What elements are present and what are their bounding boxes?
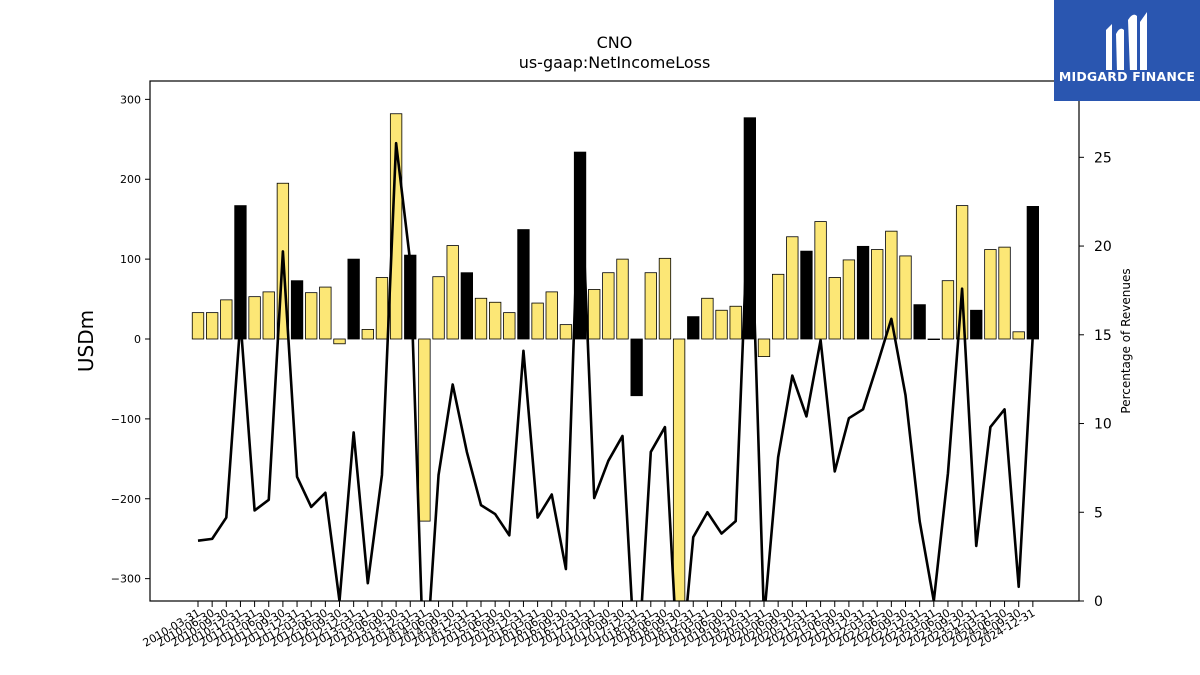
bar xyxy=(772,273,785,340)
bar xyxy=(389,113,403,340)
bar xyxy=(191,312,205,340)
bar xyxy=(290,280,304,340)
left-tick-label: 0 xyxy=(134,333,141,346)
right-tick-label: 0 xyxy=(1094,594,1103,610)
chart-title: CNO xyxy=(596,33,633,52)
bar xyxy=(446,245,459,340)
bar xyxy=(205,312,219,340)
bar xyxy=(503,312,516,340)
y2-axis-label: Percentage of Revenues xyxy=(1119,268,1133,413)
bar xyxy=(644,272,657,340)
bar xyxy=(658,257,672,340)
bar xyxy=(460,272,474,340)
bar xyxy=(701,297,714,340)
bar xyxy=(559,324,573,340)
right-tick-label: 25 xyxy=(1094,150,1112,166)
chart-subtitle: us-gaap:NetIncomeLoss xyxy=(518,53,711,72)
bar xyxy=(828,277,841,340)
bar xyxy=(743,117,756,340)
bar xyxy=(333,338,346,345)
bar xyxy=(573,151,587,340)
bar xyxy=(630,338,643,397)
bar xyxy=(672,338,686,601)
left-tick-label: 100 xyxy=(120,253,141,266)
bar xyxy=(305,292,318,340)
right-tick-label: 15 xyxy=(1094,328,1112,344)
right-tick-label: 5 xyxy=(1094,505,1103,521)
bar xyxy=(729,305,742,340)
line-series-layer xyxy=(197,141,1035,601)
bar xyxy=(885,230,898,340)
bar xyxy=(474,297,488,340)
left-tick-label: −100 xyxy=(111,413,141,426)
logo-mark-icon xyxy=(1106,12,1147,70)
bar xyxy=(687,316,700,340)
bar xyxy=(517,229,530,340)
bar xyxy=(418,338,431,522)
bar xyxy=(955,205,969,340)
bar xyxy=(998,246,1011,340)
bar xyxy=(1012,331,1025,340)
left-axis: −300 −200 −100 0 100 200 300 xyxy=(111,93,150,586)
bar xyxy=(220,299,233,340)
left-tick-label: 200 xyxy=(120,173,141,186)
left-tick-label: 300 xyxy=(120,93,141,106)
bar xyxy=(814,221,827,340)
bar xyxy=(616,258,629,340)
bar xyxy=(842,259,856,340)
line-series xyxy=(197,141,1035,601)
right-axis: 0 5 10 15 20 25 xyxy=(1079,150,1112,610)
bar xyxy=(588,289,601,340)
bar xyxy=(970,309,983,340)
plot-frame xyxy=(149,80,1080,602)
bar xyxy=(432,276,445,340)
bar xyxy=(262,291,275,340)
bar xyxy=(319,286,332,340)
logo-text: MIDGARD FINANCE xyxy=(1058,69,1196,84)
bar xyxy=(715,309,728,340)
bar xyxy=(786,236,799,340)
bar xyxy=(856,245,870,340)
bar xyxy=(800,250,813,340)
x-axis: 2010-03-312010-06-302010-09-302010-12-31… xyxy=(141,601,1037,650)
bar xyxy=(871,249,884,340)
bar xyxy=(1026,206,1039,340)
bar xyxy=(531,302,544,340)
bar xyxy=(913,304,926,340)
left-tick-label: −200 xyxy=(111,493,141,506)
right-tick-label: 20 xyxy=(1094,239,1112,255)
bar xyxy=(602,272,615,340)
bar xyxy=(361,329,374,340)
bar-series xyxy=(191,113,1039,601)
right-tick-label: 10 xyxy=(1094,417,1112,433)
brand-logo: MIDGARD FINANCE xyxy=(1054,0,1200,101)
bar xyxy=(248,296,261,340)
bar xyxy=(375,277,389,340)
bar xyxy=(941,280,955,340)
bar xyxy=(234,205,247,340)
y-axis-label: USDm xyxy=(74,310,98,372)
bar xyxy=(545,291,558,340)
bar xyxy=(488,301,502,340)
bar xyxy=(927,338,940,341)
bar xyxy=(347,258,360,340)
bar xyxy=(899,255,912,340)
bar xyxy=(757,338,771,357)
left-tick-label: −300 xyxy=(111,573,141,586)
bar xyxy=(984,249,997,340)
